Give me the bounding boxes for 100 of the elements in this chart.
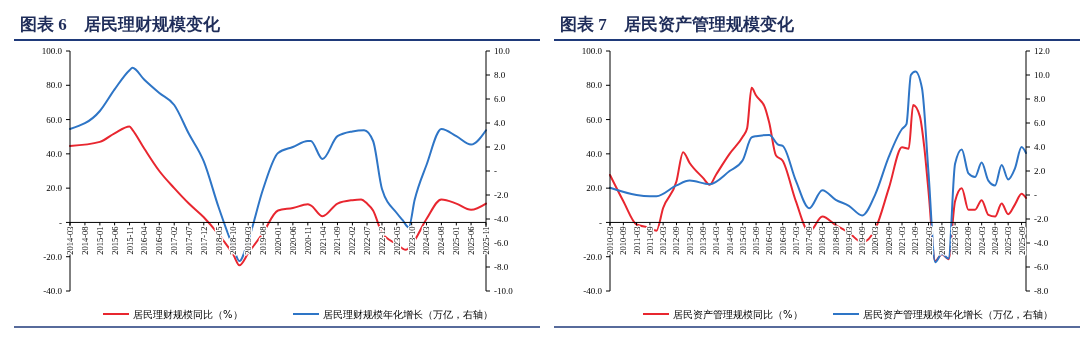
x-tick-label: 2024-03 — [976, 226, 987, 255]
x-tick-label: 2020-09 — [883, 226, 894, 255]
y-tick-label: - — [59, 217, 62, 228]
x-tick-label: 2013-03 — [684, 226, 695, 255]
legend-label: 居民资产管理规模同比（%） — [673, 308, 803, 320]
y-tick-label: - — [599, 217, 602, 228]
x-tick-label: 2019-08 — [258, 226, 269, 255]
y2-tick-label: 2.0 — [1034, 166, 1046, 177]
y-tick-label: 100.0 — [41, 46, 63, 57]
y2-tick-label: 4.0 — [494, 118, 506, 129]
y-tick-label: 80.0 — [46, 80, 63, 91]
x-tick-label: 2014-03 — [711, 226, 722, 255]
y-tick-label: 80.0 — [586, 80, 603, 91]
x-tick-label: 2021-03 — [896, 226, 907, 255]
x-tick-label: 2022-02 — [347, 226, 358, 255]
x-tick-label: 2012-09 — [671, 226, 682, 255]
x-tick-label: 2014-09 — [724, 226, 735, 255]
y2-tick-label: 6.0 — [1034, 118, 1046, 129]
y2-tick-label: 12.0 — [1034, 46, 1051, 57]
x-tick-label: 2022-12 — [376, 226, 387, 255]
x-tick-label: 2023-03 — [950, 226, 961, 255]
x-tick-label: 2016-03 — [764, 226, 775, 255]
x-tick-label: 2016-09 — [154, 226, 165, 255]
chart-title: 图表 7 居民资产管理规模变化 — [560, 15, 795, 34]
x-tick-label: 2019-03 — [243, 226, 254, 255]
x-tick-label: 2018-03 — [817, 226, 828, 255]
x-tick-label: 2017-12 — [198, 226, 209, 255]
x-tick-label: 2023-05 — [391, 226, 402, 255]
x-tick-label: 2020-03 — [870, 226, 881, 255]
x-tick-label: 2011-03 — [631, 226, 642, 255]
x-tick-label: 2018-10 — [228, 226, 239, 255]
x-tick-label: 2020-11 — [302, 226, 313, 255]
x-tick-label: 2025-03 — [1003, 226, 1014, 255]
x-tick-label: 2018-05 — [213, 226, 224, 255]
x-tick-label: 2021-09 — [332, 226, 343, 255]
y2-tick-label: 2.0 — [494, 142, 506, 153]
x-tick-label: 2020-06 — [287, 226, 298, 255]
legend-label: 居民理财规模同比（%） — [133, 308, 243, 320]
y2-tick-label: -4.0 — [494, 214, 509, 225]
x-tick-label: 2017-07 — [183, 226, 194, 255]
x-tick-label: 2024-08 — [436, 226, 447, 255]
x-tick-label: 2015-03 — [737, 226, 748, 255]
x-tick-label: 2025-06 — [466, 226, 477, 255]
y2-tick-label: -4.0 — [1034, 238, 1049, 249]
x-tick-label: 2016-04 — [139, 225, 150, 255]
y-tick-label: 20.0 — [586, 183, 603, 194]
y2-tick-label: 4.0 — [1034, 142, 1046, 153]
y2-tick-label: 10.0 — [1034, 70, 1051, 81]
y2-tick-label: -10.0 — [494, 286, 514, 297]
x-tick-label: 2023-09 — [963, 226, 974, 255]
y2-tick-label: -2.0 — [494, 190, 509, 201]
y-tick-label: 60.0 — [586, 114, 603, 125]
x-tick-label: 2017-02 — [169, 226, 180, 255]
x-tick-label: 2015-11 — [124, 226, 135, 255]
chart-title: 图表 6 居民理财规模变化 — [20, 15, 221, 34]
y-tick-label: 20.0 — [46, 183, 63, 194]
legend-label: 居民资产管理规模年化增长（万亿，右轴） — [863, 308, 1053, 320]
x-tick-label: 2018-09 — [830, 226, 841, 255]
x-tick-label: 2019-09 — [857, 226, 868, 255]
x-tick-label: 2020-01 — [273, 226, 284, 255]
x-tick-label: 2014-08 — [79, 226, 90, 255]
x-tick-label: 2012-03 — [658, 226, 669, 255]
line-series — [69, 125, 487, 267]
y2-tick-label: - — [1034, 190, 1037, 201]
x-tick-label: 2021-09 — [910, 226, 921, 255]
x-tick-label: 2021-04 — [317, 225, 328, 255]
x-tick-label: 2010-09 — [618, 226, 629, 255]
y-tick-label: 60.0 — [46, 114, 63, 125]
y2-tick-label: 10.0 — [494, 46, 511, 57]
legend-label: 居民理财规模年化增长（万亿，右轴） — [323, 308, 493, 320]
y2-tick-label: -6.0 — [1034, 262, 1049, 273]
y2-tick-label: -2.0 — [1034, 214, 1049, 225]
y-tick-label: 40.0 — [586, 149, 603, 160]
x-tick-label: 2017-03 — [790, 226, 801, 255]
x-tick-label: 2025-01 — [451, 226, 462, 255]
x-tick-label: 2011-09 — [644, 226, 655, 255]
y2-tick-label: -8.0 — [1034, 286, 1049, 297]
x-tick-label: 2022-07 — [362, 226, 373, 255]
x-tick-label: 2013-09 — [698, 226, 708, 255]
x-tick-label: 2025-09 — [1016, 226, 1027, 255]
x-tick-label: 2015-09 — [751, 226, 762, 255]
y2-tick-label: 6.0 — [494, 94, 506, 105]
y-tick-label: -20.0 — [43, 251, 63, 262]
y-tick-label: -40.0 — [583, 286, 603, 297]
x-tick-label: 2023-10 — [406, 226, 417, 255]
y-tick-label: -40.0 — [43, 286, 63, 297]
x-tick-label: 2016-09 — [777, 226, 788, 255]
x-tick-label: 2017-09 — [804, 226, 815, 255]
y2-tick-label: -6.0 — [494, 238, 509, 249]
y-tick-label: -20.0 — [583, 251, 603, 262]
y2-tick-label: 8.0 — [1034, 94, 1046, 105]
line-series — [69, 66, 487, 262]
y2-tick-label: 8.0 — [494, 70, 506, 81]
x-tick-label: 2019-03 — [843, 226, 854, 255]
y2-tick-label: - — [494, 166, 497, 177]
x-tick-label: 2022-09 — [936, 226, 947, 255]
y-tick-label: 100.0 — [581, 46, 603, 57]
y2-tick-label: -8.0 — [494, 262, 509, 273]
x-tick-label: 2015-06 — [109, 226, 120, 255]
x-tick-label: 2022-03 — [923, 226, 934, 255]
